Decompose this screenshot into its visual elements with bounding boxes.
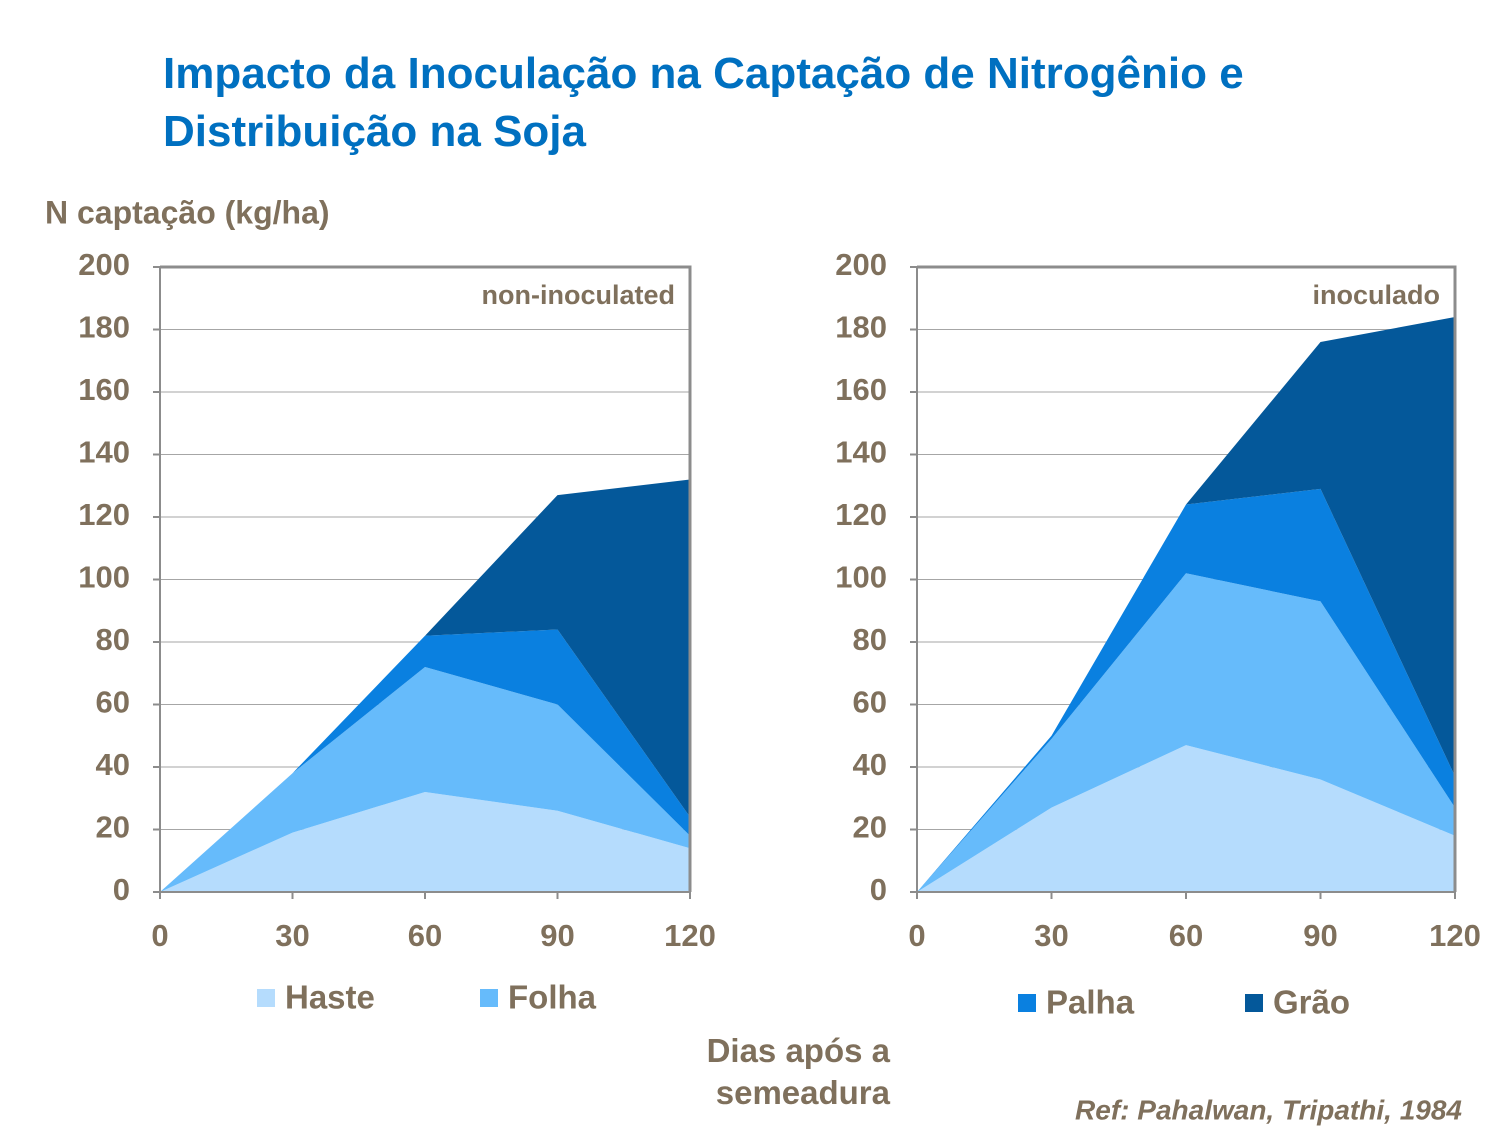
y-tick-label: 100 [78, 560, 130, 595]
y-tick-label: 60 [853, 685, 887, 720]
area [160, 667, 690, 892]
y-tick-label: 80 [96, 622, 130, 657]
x-tick-label: 90 [540, 918, 574, 953]
x-tick-label: 0 [151, 918, 168, 953]
y-axis-label: N captação (kg/ha) [45, 194, 330, 230]
legend-swatch [480, 989, 498, 1007]
plot-frame [160, 265, 692, 892]
x-tick-label: 120 [664, 918, 716, 953]
x-tick-label: 30 [275, 918, 309, 953]
chart-title-line: Distribuição na Soja [163, 107, 587, 156]
legend-item: Haste [257, 979, 375, 1016]
annotation: non-inoculated [482, 280, 675, 310]
legend-swatch [257, 989, 275, 1007]
x-tick-label: 90 [1303, 918, 1337, 953]
y-tick-label: 200 [835, 247, 887, 282]
y-tick-label: 180 [78, 310, 130, 345]
legend-item: Folha [480, 979, 597, 1016]
plot-frame [917, 265, 1457, 892]
area [917, 573, 1455, 892]
x-tick-label: 0 [908, 918, 925, 953]
reference: Ref: Pahalwan, Tripathi, 1984 [1075, 1094, 1462, 1125]
area [160, 792, 690, 892]
y-tick-label: 120 [78, 497, 130, 532]
x-tick-label: 60 [408, 918, 442, 953]
y-tick-label: 160 [835, 372, 887, 407]
y-tick-label: 20 [853, 810, 887, 845]
area [917, 317, 1455, 892]
y-tick-label: 40 [96, 747, 130, 782]
x-axis-label: Dias após a semeadura [706, 1032, 890, 1111]
area [160, 479, 690, 892]
legend-label: Haste [285, 979, 375, 1016]
legend-label: Grão [1273, 984, 1350, 1021]
y-tick-label: 20 [96, 810, 130, 845]
legend-item: Grão [1245, 984, 1350, 1021]
y-tick-label: 200 [78, 247, 130, 282]
x-tick-label: 60 [1169, 918, 1203, 953]
chart-title: Impacto da Inoculação na Captação de Nit… [163, 49, 1244, 156]
y-tick-label: 60 [96, 685, 130, 720]
y-tick-label: 140 [835, 435, 887, 470]
area [917, 488, 1455, 892]
y-tick-label: 180 [835, 310, 887, 345]
legend-label: Folha [508, 979, 597, 1016]
y-tick-label: 0 [870, 872, 887, 907]
y-tick-label: 0 [113, 872, 130, 907]
annotation: inoculado [1313, 280, 1441, 310]
legend-swatch [1018, 994, 1036, 1012]
y-tick-label: 40 [853, 747, 887, 782]
y-tick-label: 100 [835, 560, 887, 595]
y-tick-label: 120 [835, 497, 887, 532]
y-tick-label: 160 [78, 372, 130, 407]
x-tick-label: 120 [1429, 918, 1481, 953]
area [917, 745, 1455, 892]
x-tick-label: 30 [1034, 918, 1068, 953]
legend-label: Palha [1046, 984, 1135, 1021]
y-tick-label: 140 [78, 435, 130, 470]
legend-swatch [1245, 994, 1263, 1012]
area [160, 629, 690, 892]
y-tick-label: 80 [853, 622, 887, 657]
legend-item: Palha [1018, 984, 1135, 1021]
chart-title: Impacto da Inoculação na Captação de Nit… [163, 49, 1244, 98]
